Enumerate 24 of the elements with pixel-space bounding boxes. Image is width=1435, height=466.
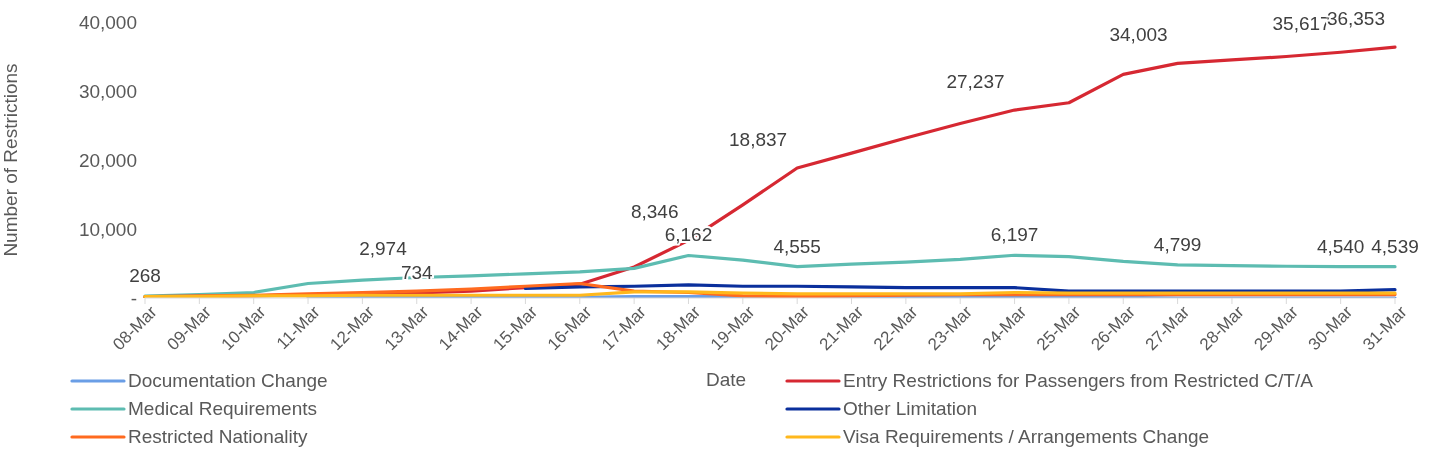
y-tick-label: 30,000: [78, 80, 137, 102]
data-label: 268: [129, 265, 161, 287]
data-label: 4,799: [1153, 233, 1202, 255]
legend-label: Documentation Change: [128, 370, 328, 392]
y-axis-title: Number of Restrictions: [0, 63, 21, 257]
data-label: 6,197: [990, 224, 1039, 246]
legend-label: Restricted Nationality: [128, 426, 308, 448]
y-tick-label: 20,000: [78, 149, 137, 171]
legend-label: Other Limitation: [843, 398, 978, 420]
data-label: 2,974: [359, 238, 408, 260]
y-tick-label: 40,000: [78, 11, 137, 33]
data-label: 4,555: [773, 235, 821, 257]
data-label: 27,237: [946, 71, 1005, 93]
legend-label: Medical Requirements: [128, 398, 318, 420]
x-axis-title: Date: [706, 369, 747, 391]
data-label: 34,003: [1109, 24, 1168, 46]
data-label: 18,837: [729, 129, 788, 151]
data-label: 4,539: [1371, 235, 1419, 257]
legend-label: Entry Restrictions for Passengers from Restricted C/T/A: [843, 370, 1313, 392]
y-tick-label: -: [130, 287, 137, 309]
legend-label: Visa Requirements / Arrangements Change: [843, 426, 1210, 448]
data-label: 4,540: [1316, 235, 1365, 257]
data-label: 8,346: [630, 201, 679, 223]
y-tick-label: 10,000: [78, 218, 137, 240]
